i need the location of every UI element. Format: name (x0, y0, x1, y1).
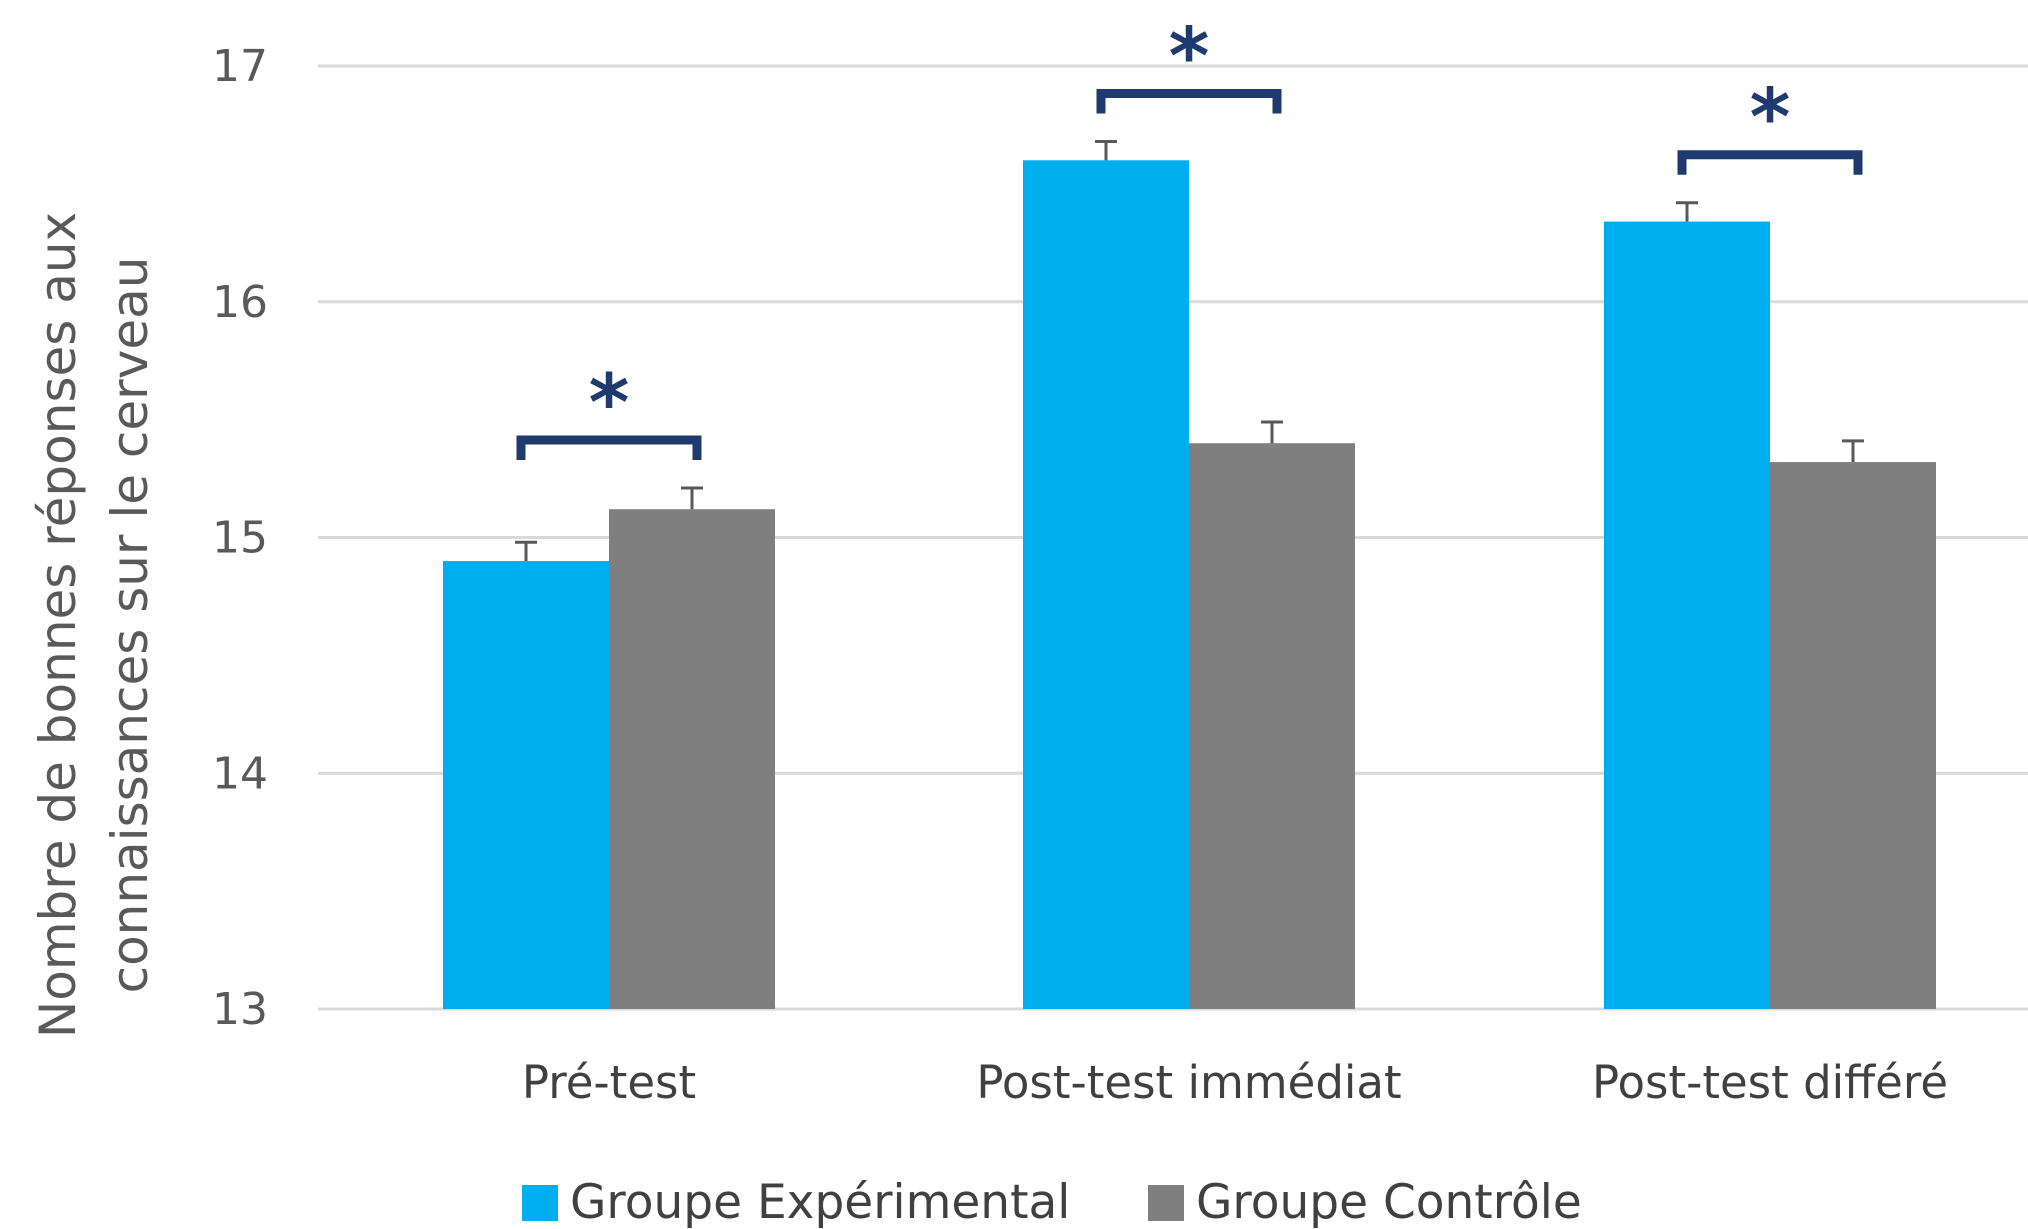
bar (443, 561, 609, 1009)
legend-swatch-control (1148, 1185, 1184, 1221)
x-category-label: Post-test immédiat (976, 1056, 1401, 1109)
bar (1770, 462, 1936, 1009)
y-tick-label: 15 (212, 513, 268, 564)
bar (1604, 221, 1770, 1010)
significance-star: * (1169, 12, 1210, 102)
significance-star: * (1750, 74, 1791, 164)
y-axis-ticks: 13 14 15 16 17 (212, 41, 268, 1035)
legend-label-experimental: Groupe Expérimental (570, 1175, 1070, 1229)
significance-bracket (1096, 88, 1282, 114)
y-tick-label: 17 (212, 41, 268, 92)
error-bars (515, 139, 1864, 562)
bar (1023, 160, 1189, 1010)
y-axis-label: Nombre de bonnes réponses aux connaissan… (29, 212, 159, 1038)
y-axis-label-line-2: connaissances sur le cerveau (101, 257, 159, 994)
x-axis-categories: Pré-test Post-test immédiat Post-test diff… (522, 1056, 1948, 1109)
y-tick-label: 14 (212, 748, 268, 799)
legend-label-control: Groupe Contrôle (1196, 1175, 1582, 1229)
significance-bracket (1677, 150, 1863, 175)
x-category-label: Post-test différé (1592, 1056, 1948, 1109)
legend: Groupe Expérimental Groupe Contrôle (522, 1175, 1582, 1229)
bar (609, 509, 775, 1009)
significance-star: * (589, 359, 630, 449)
bars (443, 160, 1936, 1010)
y-axis-label-line-1: Nombre de bonnes réponses aux (29, 212, 87, 1038)
significance-brackets: * * * (516, 12, 1863, 460)
bar (1189, 443, 1355, 1009)
legend-swatch-experimental (522, 1185, 558, 1221)
y-tick-label: 13 (212, 984, 268, 1035)
significance-bracket (516, 435, 702, 460)
x-category-label: Pré-test (522, 1056, 696, 1109)
y-tick-label: 16 (212, 277, 268, 328)
